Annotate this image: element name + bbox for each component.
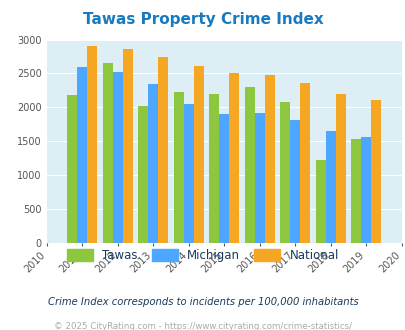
Bar [209, 94, 219, 243]
Text: Crime Index corresponds to incidents per 100,000 inhabitants: Crime Index corresponds to incidents per… [47, 297, 358, 307]
Bar [138, 106, 148, 243]
Bar [193, 66, 203, 243]
Bar [229, 74, 239, 243]
Bar [280, 102, 290, 243]
Bar [158, 57, 168, 243]
Bar [335, 94, 345, 243]
Bar [113, 72, 122, 243]
Bar [122, 49, 132, 243]
Bar [325, 131, 335, 243]
Bar [360, 137, 371, 243]
Bar [290, 120, 300, 243]
Bar [300, 83, 309, 243]
Bar [148, 84, 158, 243]
Text: Tawas Property Crime Index: Tawas Property Crime Index [83, 12, 322, 26]
Bar [371, 100, 380, 243]
Bar [77, 67, 87, 243]
Text: © 2025 CityRating.com - https://www.cityrating.com/crime-statistics/: © 2025 CityRating.com - https://www.city… [54, 322, 351, 330]
Bar [183, 104, 193, 243]
Bar [264, 76, 274, 243]
Bar [87, 46, 97, 243]
Legend: Tawas, Michigan, National: Tawas, Michigan, National [62, 244, 343, 266]
Bar [102, 63, 113, 243]
Bar [244, 87, 254, 243]
Bar [254, 113, 264, 243]
Bar [67, 95, 77, 243]
Bar [173, 92, 183, 243]
Bar [315, 160, 325, 243]
Bar [219, 115, 229, 243]
Bar [351, 139, 360, 243]
